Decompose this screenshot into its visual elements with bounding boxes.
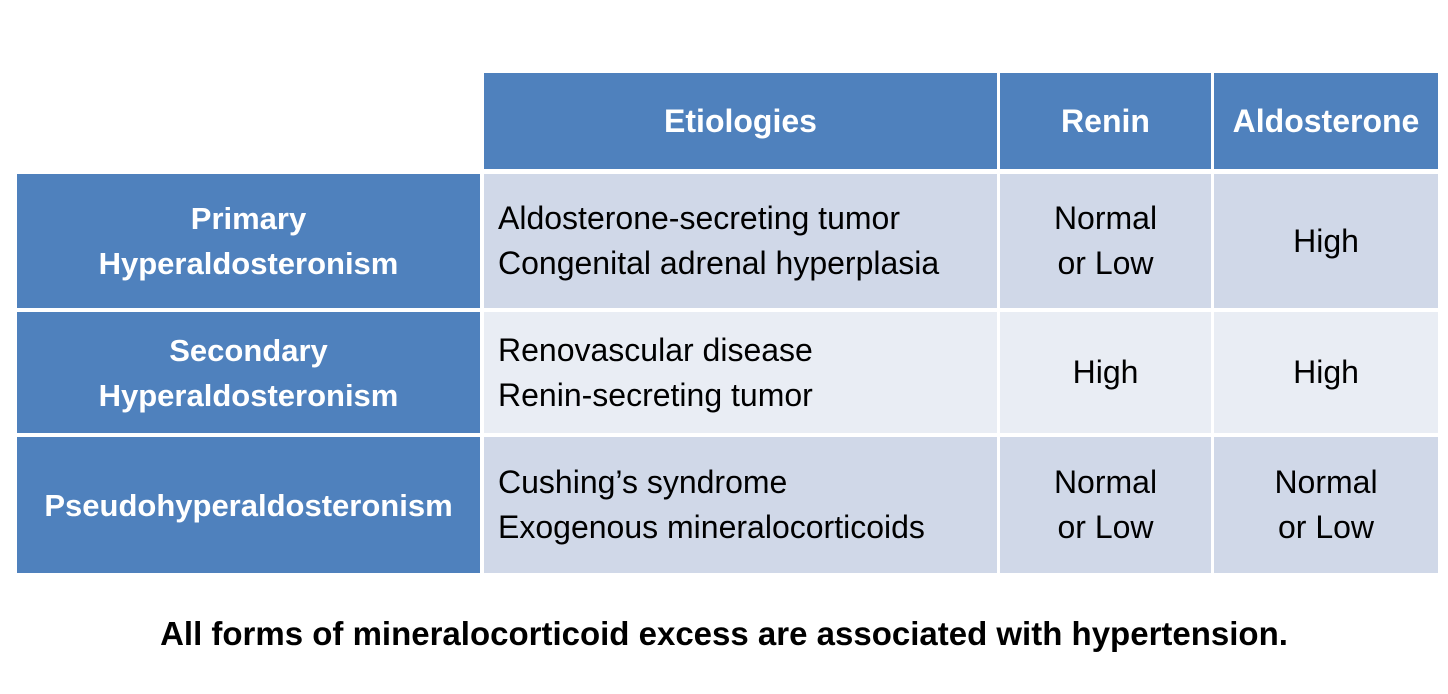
renin-pseudo-line2: or Low bbox=[1057, 509, 1154, 545]
renin-primary-line1: Normal bbox=[1053, 200, 1158, 236]
renin-cell-pseudo: Normal or Low bbox=[1000, 437, 1211, 573]
row-label-primary: Primary Hyperaldosteronism bbox=[17, 174, 480, 308]
aldosterone-pseudo-line2: or Low bbox=[1277, 509, 1375, 545]
aldosterone-pseudo-line1: Normal bbox=[1274, 464, 1378, 500]
aldosterone-cell-pseudo: Normal or Low bbox=[1214, 437, 1438, 573]
header-aldosterone-label: Aldosterone bbox=[1232, 102, 1420, 139]
renin-pseudo-line1: Normal bbox=[1053, 464, 1158, 500]
aldosterone-cell-secondary: High bbox=[1214, 312, 1438, 433]
etiology-secondary-line1: Renovascular disease bbox=[498, 331, 813, 368]
header-aldosterone: Aldosterone bbox=[1214, 73, 1438, 169]
renin-cell-primary: Normal or Low bbox=[1000, 174, 1211, 308]
etiology-cell-primary: Aldosterone-secreting tumor Congenital a… bbox=[484, 174, 997, 308]
etiology-primary-line2: Congenital adrenal hyperplasia bbox=[498, 245, 940, 281]
header-etiologies: Etiologies bbox=[484, 73, 997, 169]
header-renin: Renin bbox=[1000, 73, 1211, 169]
header-etiologies-label: Etiologies bbox=[664, 102, 817, 139]
etiology-secondary-line2: Renin-secreting tumor bbox=[498, 376, 813, 413]
aldosterone-secondary-value: High bbox=[1293, 354, 1359, 390]
header-renin-label: Renin bbox=[1061, 102, 1150, 139]
row-label-primary-line2: Hyperaldosteronism bbox=[98, 246, 399, 281]
renin-cell-secondary: High bbox=[1000, 312, 1211, 433]
aldosterone-primary-value: High bbox=[1293, 222, 1359, 259]
footer-note: All forms of mineralocorticoid excess ar… bbox=[160, 615, 1288, 652]
aldosterone-cell-primary: High bbox=[1214, 174, 1438, 308]
etiology-primary-line1: Aldosterone-secreting tumor bbox=[498, 200, 900, 236]
renin-primary-line2: or Low bbox=[1057, 245, 1154, 281]
row-label-primary-line1: Primary bbox=[190, 201, 307, 236]
etiology-cell-pseudo: Cushing’s syndrome Exogenous mineralocor… bbox=[484, 437, 997, 573]
etiology-pseudo-line1: Cushing’s syndrome bbox=[498, 464, 788, 500]
row-label-secondary-line1: Secondary bbox=[169, 332, 328, 368]
etiology-cell-secondary: Renovascular disease Renin-secreting tum… bbox=[484, 312, 997, 433]
etiology-pseudo-line2: Exogenous mineralocorticoids bbox=[498, 509, 925, 545]
row-label-secondary-line2: Hyperaldosteronism bbox=[98, 377, 399, 413]
row-label-pseudo: Pseudohyperaldosteronism bbox=[17, 437, 480, 573]
row-label-pseudo-text: Pseudohyperaldosteronism bbox=[44, 487, 453, 523]
row-label-secondary: Secondary Hyperaldosteronism bbox=[17, 312, 480, 433]
renin-secondary-value: High bbox=[1072, 354, 1139, 390]
